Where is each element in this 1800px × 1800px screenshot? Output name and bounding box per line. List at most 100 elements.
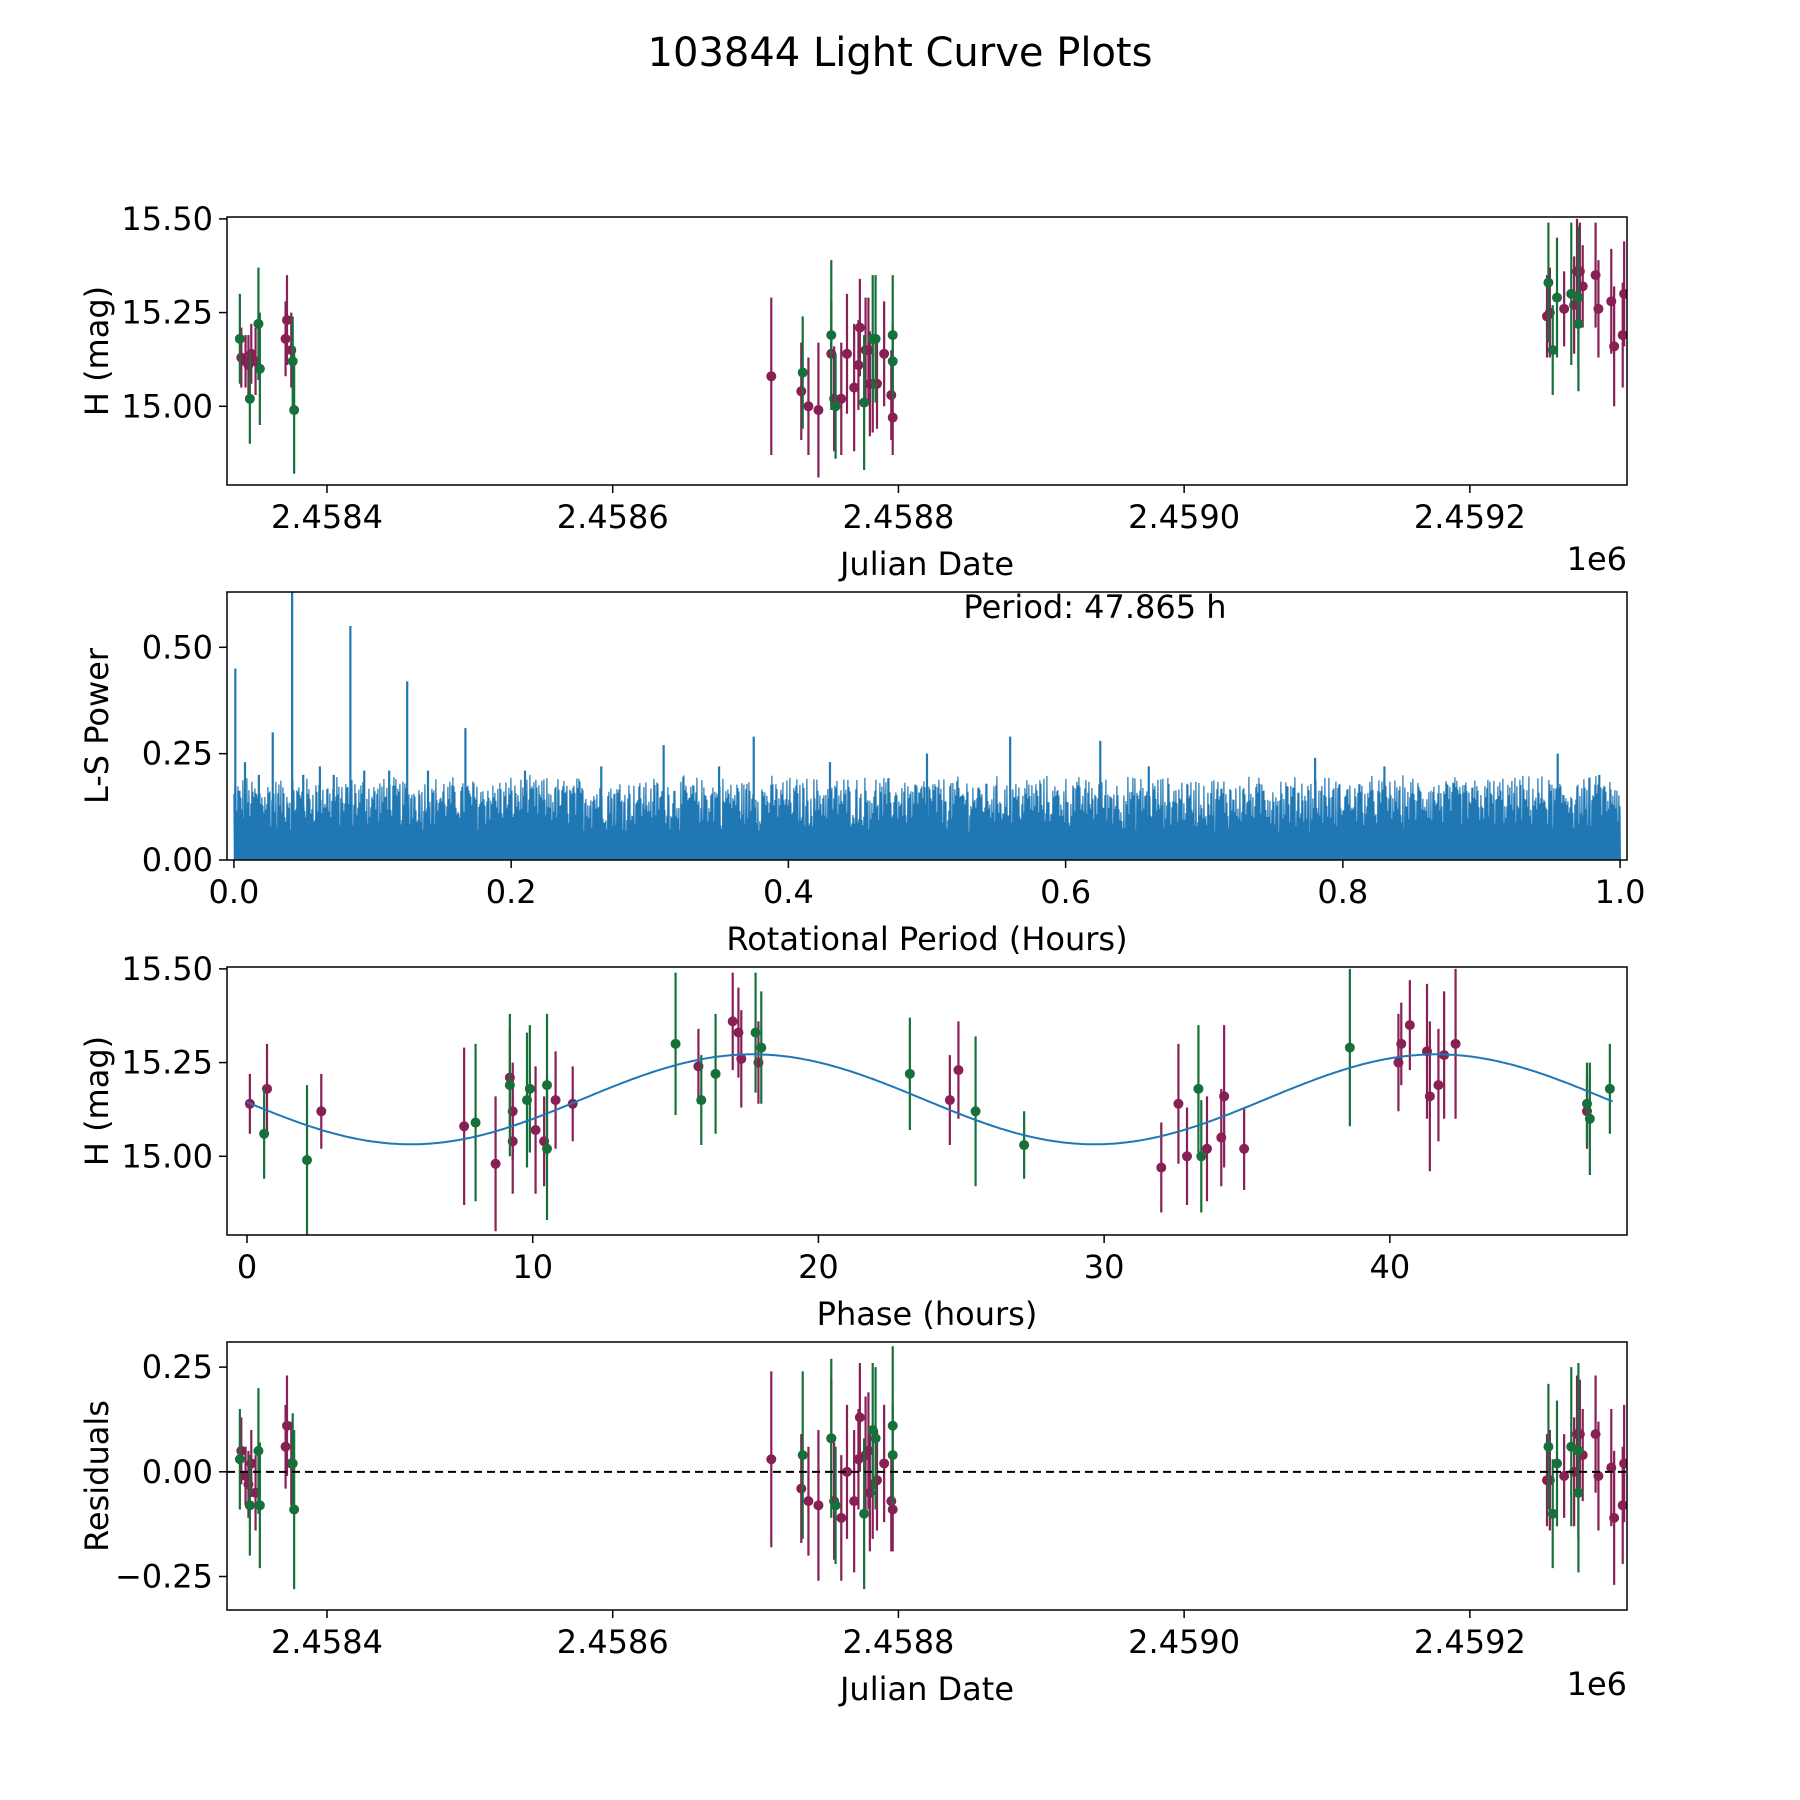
data-point <box>826 330 837 341</box>
plot-area <box>227 1346 1627 1590</box>
data-point <box>766 1454 777 1465</box>
panel-ls: 0.0 0.2 0.4 0.6 0.8 1.0 0.00 0.25 0.50 Rotational… <box>78 588 1646 958</box>
series-filter-2 <box>234 222 1584 474</box>
x-tick-label: 0.6 <box>1040 873 1091 911</box>
data-point <box>289 1504 300 1515</box>
data-point <box>854 1412 865 1423</box>
data-point <box>1424 1091 1435 1102</box>
y-tick-label: 15.25 <box>121 294 213 332</box>
data-point <box>727 1016 738 1027</box>
data-point <box>490 1158 501 1169</box>
x-tick-label: 0 <box>237 1248 257 1286</box>
data-point <box>803 1496 814 1507</box>
data-point <box>244 393 255 404</box>
panel-phase: 0 10 20 30 40 15.00 15.25 15.50 Phase (hours) H (… <box>78 950 1628 1333</box>
data-point <box>887 1504 898 1515</box>
data-point <box>282 1420 292 1431</box>
data-point <box>1617 330 1627 341</box>
data-point <box>1196 1151 1207 1162</box>
data-point <box>470 1117 481 1128</box>
data-point <box>797 367 808 378</box>
x-tick-label: 2.4592 <box>1414 498 1526 536</box>
figure-title: 103844 Light Curve Plots <box>648 30 1153 76</box>
data-point <box>870 1433 881 1444</box>
x-tick-label: 0.8 <box>1317 873 1368 911</box>
data-point <box>859 1508 870 1519</box>
data-point <box>849 1496 860 1507</box>
x-tick-label: 0.2 <box>486 873 537 911</box>
plot-frame <box>226 591 1628 861</box>
data-point <box>696 1095 707 1106</box>
x-tick-label: 0.0 <box>208 873 259 911</box>
data-point <box>879 1458 890 1469</box>
data-point <box>1156 1162 1167 1173</box>
data-point <box>1559 303 1570 314</box>
data-point <box>842 348 852 359</box>
data-point <box>1173 1098 1184 1109</box>
data-point <box>280 1441 291 1452</box>
y-tick-label: 15.00 <box>121 387 213 425</box>
data-point <box>1604 1083 1615 1094</box>
data-point <box>756 1042 767 1053</box>
y-axis-label: H (mag) <box>78 286 116 416</box>
data-point <box>1593 1471 1604 1481</box>
data-point <box>970 1106 981 1117</box>
data-point <box>797 1450 808 1461</box>
data-point <box>853 360 864 371</box>
data-point <box>830 1500 841 1511</box>
data-point <box>459 1121 470 1132</box>
data-point <box>904 1068 915 1079</box>
data-point <box>234 1454 245 1465</box>
x-tick-label: 2.4584 <box>271 498 383 536</box>
data-point <box>524 1083 535 1094</box>
y-axis-label: L-S Power <box>78 647 116 804</box>
data-point <box>1404 1020 1415 1031</box>
data-point <box>287 356 298 367</box>
data-point <box>282 315 292 326</box>
data-point <box>253 1445 264 1456</box>
x-tick-label: 2.4590 <box>1128 1623 1240 1661</box>
data-point <box>302 1155 312 1166</box>
data-point <box>253 318 264 329</box>
data-point <box>1543 1441 1554 1452</box>
data-point <box>886 390 897 401</box>
data-point <box>766 371 777 382</box>
data-point <box>1543 277 1554 288</box>
data-point <box>859 397 870 408</box>
data-point <box>1617 1500 1627 1511</box>
data-point <box>803 401 814 412</box>
data-point <box>289 405 300 416</box>
data-point <box>1193 1083 1204 1094</box>
x-tick-label: 1.0 <box>1595 873 1646 911</box>
data-point <box>1552 1458 1562 1469</box>
data-point <box>1609 341 1620 352</box>
data-point <box>1239 1143 1250 1154</box>
data-point <box>953 1065 964 1076</box>
x-tick-label: 2.4590 <box>1128 498 1240 536</box>
y-tick-label: −0.25 <box>115 1558 213 1596</box>
data-point <box>736 1053 747 1064</box>
data-point <box>887 412 898 423</box>
data-point <box>287 1458 298 1469</box>
plot-area <box>233 592 1621 860</box>
y-tick-label: 15.00 <box>121 1137 213 1175</box>
data-point <box>796 386 807 397</box>
x-axis-label: Julian Date <box>838 545 1014 583</box>
data-point <box>1593 303 1604 314</box>
x-tick-label: 20 <box>798 1248 839 1286</box>
x-axis-label: Julian Date <box>838 1670 1014 1708</box>
data-point <box>1577 281 1588 292</box>
data-point <box>259 1128 270 1139</box>
data-point <box>849 382 860 393</box>
period-annotation: Period: 47.865 h <box>963 588 1226 626</box>
y-tick-label: 0.25 <box>142 735 213 773</box>
data-point <box>886 1496 897 1507</box>
data-point <box>826 1433 837 1444</box>
x-offset-label: 1e6 <box>1567 1665 1627 1703</box>
data-point <box>1584 1113 1595 1124</box>
data-point <box>1547 345 1558 356</box>
series-filter-2 <box>259 968 1615 1235</box>
y-axis-label: H (mag) <box>78 1036 116 1166</box>
